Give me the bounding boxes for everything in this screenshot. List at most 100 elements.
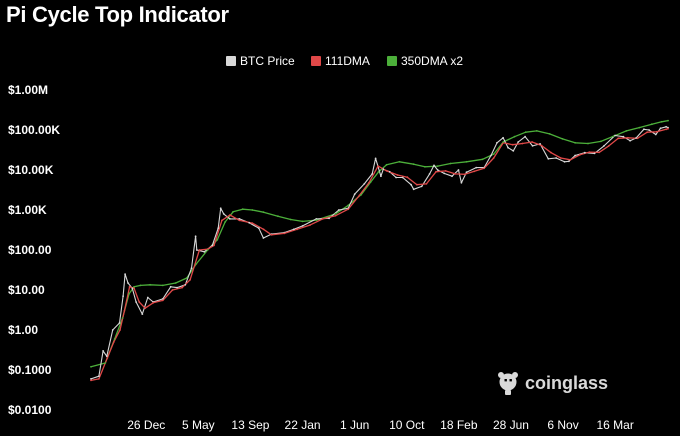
data-point-btc-price: [531, 145, 534, 147]
data-point-btc-price: [111, 329, 114, 331]
y-tick-label: $1.00K: [8, 203, 47, 217]
data-point-111dma: [347, 208, 350, 211]
data-point-111dma: [463, 173, 466, 176]
data-point-350dma-x2: [398, 160, 401, 163]
data-point-btc-price: [547, 157, 550, 160]
data-point-350dma-x2: [502, 141, 505, 143]
data-point-btc-price: [211, 244, 214, 247]
data-point-111dma: [667, 127, 669, 130]
data-point-btc-price: [563, 160, 566, 163]
data-point-btc-price: [451, 175, 453, 178]
data-point-111dma: [358, 194, 361, 197]
data-point-111dma: [171, 289, 174, 291]
data-point-350dma-x2: [139, 284, 142, 287]
data-point-btc-price: [654, 133, 657, 136]
data-point-111dma: [112, 341, 115, 343]
data-point-111dma: [229, 214, 231, 216]
data-point-111dma: [483, 167, 485, 170]
data-point-111dma: [262, 228, 265, 231]
data-point-350dma-x2: [651, 123, 653, 126]
x-tick-label: 16 Mar: [596, 418, 633, 432]
data-point-111dma: [161, 299, 164, 302]
data-point-350dma-x2: [436, 165, 439, 168]
series-line-btc-price: [90, 126, 669, 380]
data-point-btc-price: [169, 285, 172, 288]
data-point-btc-price: [90, 378, 92, 380]
data-point-111dma: [251, 222, 254, 225]
brand-name: coinglass: [525, 373, 608, 393]
data-point-btc-price: [643, 128, 645, 131]
data-point-btc-price: [410, 183, 412, 186]
data-point-111dma: [119, 329, 121, 331]
legend-item-350dma-x2[interactable]: 350DMA x2: [387, 54, 463, 68]
data-point-350dma-x2: [385, 163, 388, 166]
data-point-btc-price: [190, 267, 193, 270]
data-point-350dma-x2: [481, 158, 484, 161]
data-point-btc-price: [555, 157, 557, 159]
legend-label-350dma-x2: 350DMA x2: [401, 54, 463, 68]
chart-title: Pi Cycle Top Indicator: [6, 2, 229, 27]
data-point-btc-price: [420, 185, 423, 188]
legend-swatch-btc-price: [226, 56, 236, 66]
legend-swatch-350dma-x2: [387, 56, 397, 66]
data-point-350dma-x2: [347, 204, 350, 207]
legend-item-btc-price[interactable]: BTC Price: [226, 54, 295, 68]
data-point-111dma: [296, 228, 298, 231]
data-point-350dma-x2: [524, 131, 527, 134]
data-point-111dma: [309, 224, 311, 227]
data-point-111dma: [213, 244, 215, 247]
legend-swatch-111dma: [311, 56, 321, 66]
data-point-btc-price: [184, 283, 187, 286]
y-axis: $1.00M $100.00K $10.00K $1.00K $100.00 $10.00…: [8, 83, 60, 417]
data-point-btc-price: [222, 213, 225, 215]
x-tick-label: 1 Jun: [340, 418, 369, 432]
data-point-btc-price: [337, 209, 340, 211]
data-point-btc-price: [176, 286, 179, 289]
y-tick-label: $100.00: [8, 243, 52, 257]
data-point-350dma-x2: [535, 130, 538, 132]
legend: BTC Price 111DMA 350DMA x2: [226, 54, 463, 68]
data-point-111dma: [128, 285, 131, 288]
data-point-111dma: [550, 151, 552, 154]
legend-item-111dma[interactable]: 111DMA: [311, 54, 370, 68]
y-tick-label: $0.1000: [8, 363, 52, 377]
data-point-111dma: [540, 144, 543, 147]
data-point-350dma-x2: [262, 211, 265, 214]
y-tick-label: $0.0100: [8, 403, 52, 417]
data-point-350dma-x2: [492, 153, 495, 156]
data-point-btc-price: [395, 176, 397, 179]
data-point-111dma: [270, 233, 273, 236]
data-point-350dma-x2: [360, 193, 362, 196]
series-line-111dma: [90, 128, 669, 382]
data-point-350dma-x2: [113, 338, 116, 340]
x-tick-label: 5 May: [182, 418, 215, 432]
data-point-111dma: [152, 301, 155, 304]
data-point-350dma-x2: [206, 249, 209, 251]
data-point-btc-price: [238, 218, 241, 220]
data-point-btc-price: [195, 249, 198, 251]
data-point-111dma: [98, 378, 100, 380]
data-point-btc-price: [614, 134, 616, 137]
data-point-111dma: [598, 151, 600, 154]
data-point-111dma: [138, 301, 141, 303]
data-point-btc-price: [443, 172, 446, 175]
series-points-350dma-x2: [90, 119, 669, 368]
data-point-btc-price: [194, 235, 197, 238]
data-point-111dma: [425, 183, 428, 185]
data-point-btc-price: [412, 188, 415, 191]
data-point-111dma: [569, 158, 572, 161]
data-point-350dma-x2: [232, 210, 235, 213]
data-point-350dma-x2: [660, 120, 663, 123]
data-point-350dma-x2: [277, 215, 279, 218]
data-point-btc-price: [353, 193, 356, 196]
data-point-350dma-x2: [149, 283, 152, 286]
data-point-btc-price: [475, 166, 478, 169]
data-point-111dma: [531, 141, 533, 143]
data-point-111dma: [221, 219, 223, 222]
data-point-350dma-x2: [638, 126, 641, 129]
x-tick-label: 10 Oct: [389, 418, 425, 432]
data-point-350dma-x2: [185, 277, 188, 279]
data-point-350dma-x2: [121, 317, 124, 319]
data-point-111dma: [198, 249, 201, 251]
data-point-btc-price: [248, 221, 251, 224]
